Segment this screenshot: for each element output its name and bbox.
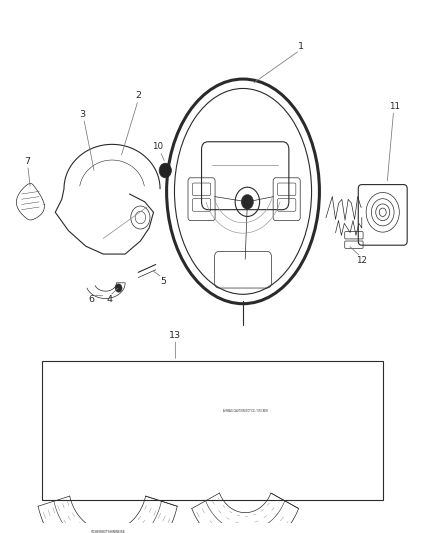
Text: 7: 7 bbox=[24, 157, 30, 166]
Circle shape bbox=[241, 195, 254, 209]
Text: 4: 4 bbox=[107, 295, 113, 304]
Text: 13: 13 bbox=[169, 330, 181, 340]
Text: 2: 2 bbox=[135, 91, 141, 100]
Text: 1: 1 bbox=[298, 42, 304, 51]
Bar bbox=[42, 361, 383, 499]
Text: 3: 3 bbox=[80, 110, 86, 119]
Text: AIRBAG CAUTION NOTICE / STICKER: AIRBAG CAUTION NOTICE / STICKER bbox=[223, 409, 268, 413]
Text: 6: 6 bbox=[88, 295, 95, 304]
Circle shape bbox=[115, 284, 122, 292]
Text: SICHERHEITSHINWEISE: SICHERHEITSHINWEISE bbox=[90, 530, 125, 533]
Text: 10: 10 bbox=[152, 142, 163, 151]
Text: 12: 12 bbox=[356, 256, 367, 265]
Circle shape bbox=[159, 163, 171, 178]
Text: 11: 11 bbox=[389, 102, 400, 111]
Text: 5: 5 bbox=[161, 277, 166, 286]
